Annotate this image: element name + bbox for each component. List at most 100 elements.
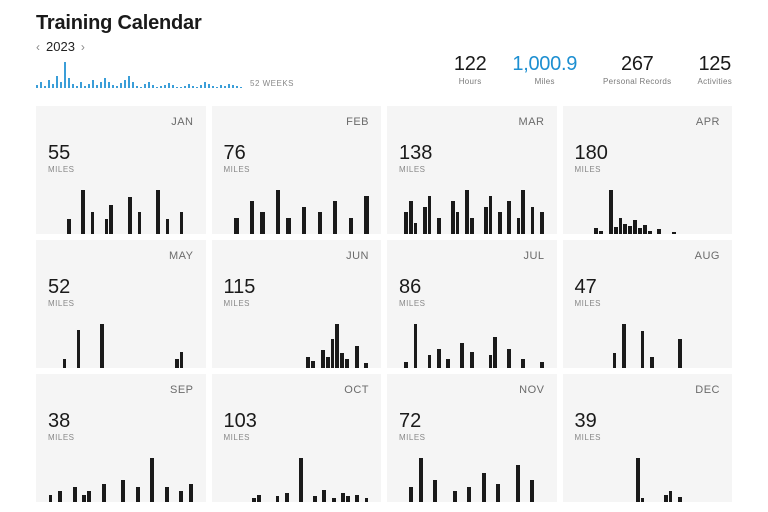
day-bar [109,205,113,234]
month-miles: 47 [575,276,721,299]
month-card-apr[interactable]: APR180MILES [563,106,733,234]
day-bar [81,190,85,234]
day-bar [619,218,623,234]
sparkline-bar [220,85,222,88]
sparkline-bar [64,62,66,88]
sparkline-bar [80,82,82,88]
sparkline-bar [156,87,158,88]
sparkline-bar [140,87,142,88]
month-name: FEB [224,116,370,128]
month-card-sep[interactable]: SEP38MILES [36,374,206,502]
day-bar [340,353,344,368]
month-card-jul[interactable]: JUL86MILES [387,240,557,368]
sparkline-bar [76,86,78,88]
month-unit: MILES [399,165,545,174]
sparkline-bar [160,86,162,88]
day-bar [58,491,62,502]
sparkline-bar [204,82,206,88]
day-bar [419,458,423,502]
day-bar [250,201,254,234]
stat-personal-records[interactable]: 267Personal Records [603,53,671,86]
day-bar [613,353,617,368]
day-bar [641,331,645,368]
sparkline-bar [108,82,110,88]
day-bar [166,219,170,234]
month-miles: 115 [224,276,370,299]
month-miles: 76 [224,142,370,165]
month-card-aug[interactable]: AUG47MILES [563,240,733,368]
day-bar [306,357,310,368]
day-bar [678,339,682,368]
day-bar [121,480,125,502]
sparkline-bar [128,76,130,88]
day-bar [102,484,106,502]
day-bar [484,207,488,235]
sparkline-bar [36,85,38,88]
month-name: OCT [224,384,370,396]
day-bar [299,458,303,502]
day-bar [67,219,71,234]
day-bar [346,496,350,502]
day-bar [414,223,418,234]
month-unit: MILES [48,299,194,308]
month-unit: MILES [399,433,545,442]
sparkline-bar [120,83,122,88]
sparkline-bar [208,84,210,88]
month-card-feb[interactable]: FEB76MILES [212,106,382,234]
day-bar [482,473,486,502]
sparkline-bar [112,85,114,88]
day-bar [128,197,132,234]
month-daybars [399,324,545,368]
day-bar [318,212,322,234]
day-bar [364,363,368,369]
day-bar [63,359,67,368]
day-bar [302,207,306,235]
month-card-may[interactable]: MAY52MILES [36,240,206,368]
day-bar [409,487,413,502]
day-bar [489,196,493,235]
month-unit: MILES [575,433,721,442]
day-bar [521,359,525,368]
day-bar [531,207,535,235]
day-bar [341,493,345,502]
sparkline-bar [188,84,190,88]
day-bar [428,196,432,235]
day-bar [470,218,474,235]
day-bar [276,190,280,234]
sparkline-bar [168,83,170,88]
month-card-nov[interactable]: NOV72MILES [387,374,557,502]
month-name: JAN [48,116,194,128]
month-card-oct[interactable]: OCT103MILES [212,374,382,502]
month-card-dec[interactable]: DEC39MILES [563,374,733,502]
day-bar [507,349,511,368]
day-bar [100,324,104,368]
sparkline-bar [200,85,202,88]
sparkline-bar [100,82,102,88]
year-label: 2023 [46,39,75,54]
day-bar [638,228,642,234]
day-bar [594,228,598,234]
sparkline-bar [104,78,106,88]
day-bar [73,487,77,502]
month-name: JUL [399,250,545,262]
day-bar [517,218,521,235]
stat-hours[interactable]: 122Hours [454,53,486,86]
month-daybars [575,458,721,502]
month-card-jan[interactable]: JAN55MILES [36,106,206,234]
day-bar [648,231,652,234]
stat-miles[interactable]: 1,000.9Miles [512,53,577,86]
day-bar [516,465,520,502]
prev-year-icon[interactable]: ‹ [36,40,40,54]
day-bar [614,227,618,234]
stat-activities[interactable]: 125Activities [697,53,732,86]
day-bar [437,349,441,368]
month-name: APR [575,116,721,128]
month-card-mar[interactable]: MAR138MILES [387,106,557,234]
day-bar [678,497,682,503]
month-daybars [575,190,721,234]
sparkline-bar [232,85,234,88]
month-card-jun[interactable]: JUN115MILES [212,240,382,368]
sparkline-bar [164,85,166,88]
day-bar [355,346,359,368]
next-year-icon[interactable]: › [81,40,85,54]
